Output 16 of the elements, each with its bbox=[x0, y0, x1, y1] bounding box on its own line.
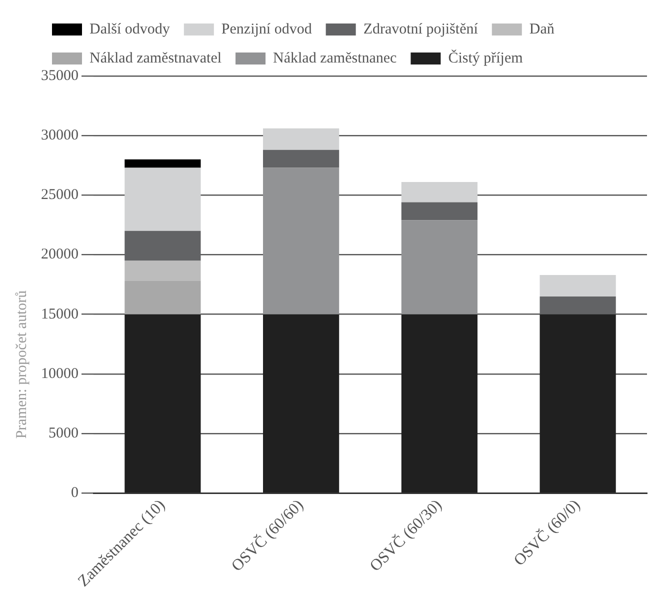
y-tick-label: 30000 bbox=[41, 128, 78, 144]
legend-label: Daň bbox=[529, 21, 555, 38]
y-tick-label: 0 bbox=[71, 485, 78, 502]
legend-label: Penzijní odvod bbox=[221, 21, 312, 38]
legend-label: Náklad zaměstnavatel bbox=[90, 50, 222, 66]
legend-label: Další odvody bbox=[90, 21, 170, 38]
legend-label: Zdravotní pojištění bbox=[363, 21, 479, 38]
y-tick-label: 25000 bbox=[41, 187, 78, 204]
y-tick-label: 5000 bbox=[48, 425, 78, 442]
y-tick-label: 15000 bbox=[41, 306, 78, 322]
text: Pramen: propočet autorů bbox=[14, 290, 30, 439]
legend-label: Čistý příjem bbox=[448, 49, 524, 66]
y-tick-label: 20000 bbox=[41, 246, 78, 263]
y-tick-label: 35000 bbox=[41, 68, 78, 84]
y-tick-label: 10000 bbox=[41, 366, 78, 382]
legend-label: Náklad zaměstnanec bbox=[273, 50, 398, 66]
